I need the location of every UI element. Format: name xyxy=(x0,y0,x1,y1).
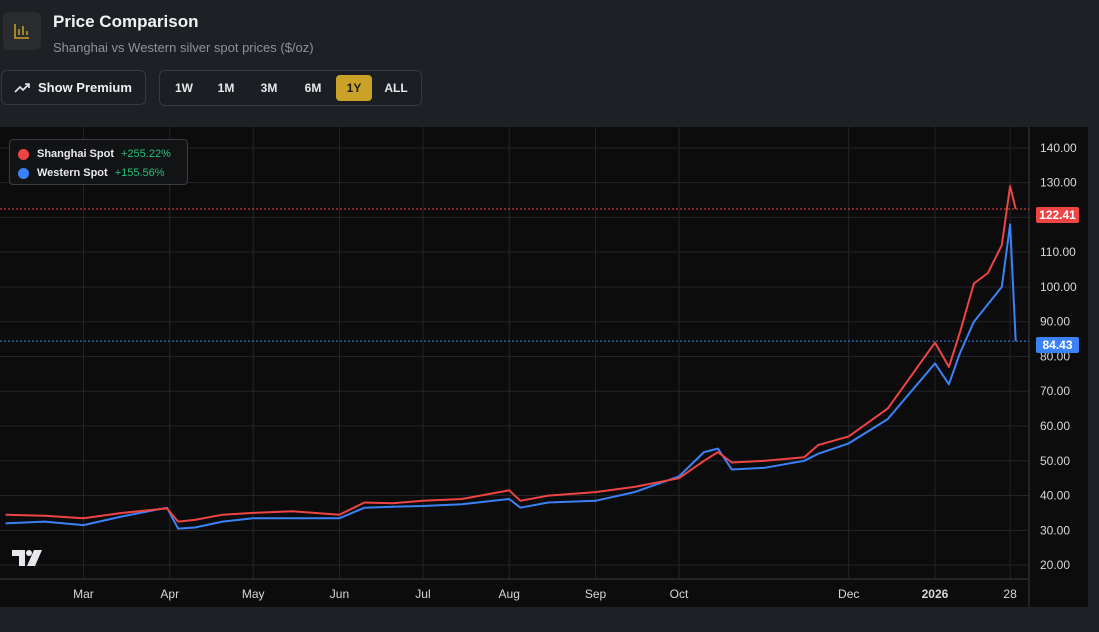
chart-legend: Shanghai Spot +255.22% Western Spot +155… xyxy=(9,139,188,185)
range-button-1m[interactable]: 1M xyxy=(217,81,235,95)
page-title: Price Comparison xyxy=(53,12,199,31)
x-tick-label: Jul xyxy=(415,587,430,601)
y-tick-label: 140.00 xyxy=(1040,141,1077,155)
x-tick-label: Sep xyxy=(585,587,607,601)
y-tick-label: 90.00 xyxy=(1040,315,1070,329)
legend-change-western: +155.56% xyxy=(114,167,165,179)
show-premium-label: Show Premium xyxy=(38,80,132,95)
western-last-price-tag: 84.43 xyxy=(1036,337,1079,353)
x-tick-label: Apr xyxy=(160,587,179,601)
y-tick-label: 100.00 xyxy=(1040,280,1077,294)
bar-chart-icon xyxy=(3,12,41,50)
legend-label-shanghai: Shanghai Spot xyxy=(37,148,114,160)
shanghai-dot-icon xyxy=(18,148,29,160)
trending-up-icon xyxy=(14,82,30,93)
x-tick-label: Aug xyxy=(499,587,520,601)
y-tick-label: 130.00 xyxy=(1040,176,1077,190)
y-tick-label: 110.00 xyxy=(1040,245,1076,259)
western-dot-icon xyxy=(18,167,29,179)
x-tick-label: 28 xyxy=(1003,587,1017,601)
show-premium-button[interactable]: Show Premium xyxy=(1,70,146,105)
range-button-6m[interactable]: 6M xyxy=(304,81,322,95)
legend-item-shanghai[interactable]: Shanghai Spot +255.22% xyxy=(18,146,171,162)
y-tick-label: 20.00 xyxy=(1040,558,1070,572)
y-tick-label: 50.00 xyxy=(1040,454,1070,468)
x-tick-label: 2026 xyxy=(922,587,949,601)
tradingview-logo-icon[interactable] xyxy=(12,550,44,571)
y-tick-label: 40.00 xyxy=(1040,489,1070,503)
x-tick-label: Mar xyxy=(73,587,94,601)
price-chart-svg[interactable]: 20.0030.0040.0050.0060.0070.0080.0090.00… xyxy=(0,127,1088,607)
footer-strip xyxy=(0,607,1099,632)
range-button-1y[interactable]: 1Y xyxy=(336,75,372,101)
range-button-3m[interactable]: 3M xyxy=(260,81,278,95)
x-tick-label: Dec xyxy=(838,587,859,601)
legend-change-shanghai: +255.22% xyxy=(121,148,171,160)
y-tick-label: 60.00 xyxy=(1040,419,1070,433)
y-tick-label: 30.00 xyxy=(1040,523,1070,537)
series-line-shanghai xyxy=(5,185,1017,523)
range-button-all[interactable]: ALL xyxy=(384,81,408,95)
legend-label-western: Western Spot xyxy=(37,167,108,179)
legend-item-western[interactable]: Western Spot +155.56% xyxy=(18,165,165,181)
range-button-1w[interactable]: 1W xyxy=(175,81,193,95)
shanghai-last-price-tag: 122.41 xyxy=(1036,207,1079,223)
x-tick-label: May xyxy=(242,587,265,601)
time-range-selector: 1W 1M 3M 6M 1Y ALL xyxy=(159,70,422,106)
y-tick-label: 70.00 xyxy=(1040,384,1070,398)
x-tick-label: Oct xyxy=(670,587,689,601)
x-tick-label: Jun xyxy=(330,587,349,601)
page-subtitle: Shanghai vs Western silver spot prices (… xyxy=(53,40,314,55)
price-chart[interactable]: 20.00 30.00 40.00 50.00 60.00 70.00 80.00 90.00… xyxy=(0,127,1088,607)
series-line-western xyxy=(5,223,1017,530)
